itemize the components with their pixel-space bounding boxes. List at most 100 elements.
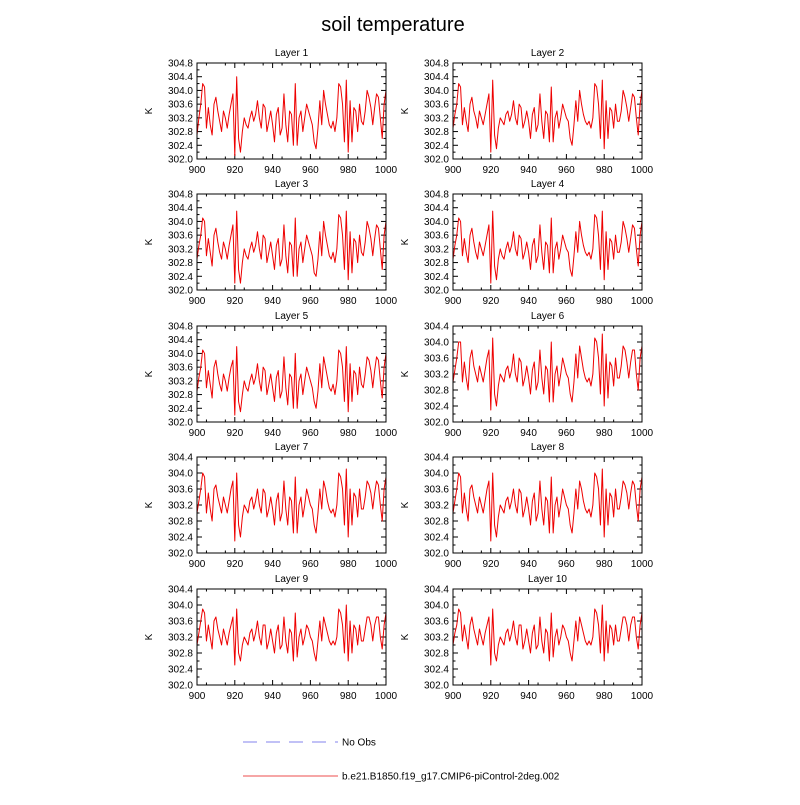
y-tick-label: 302.0 — [424, 418, 449, 429]
x-tick-label: 980 — [340, 428, 357, 439]
y-tick-label: 302.0 — [424, 549, 449, 560]
y-tick-label: 304.4 — [424, 203, 449, 214]
y-axis-label: K — [144, 107, 155, 114]
panel-title: Layer 7 — [275, 442, 309, 453]
y-tick-label: 303.2 — [168, 244, 193, 255]
panel-title: Layer 9 — [275, 574, 309, 585]
legend-label: b.e21.B1850.f19_g17.CMIP6-piControl-2deg… — [342, 772, 560, 783]
series-line-1 — [452, 333, 643, 411]
series-line-1 — [196, 468, 387, 542]
y-tick-label: 303.2 — [168, 113, 193, 124]
y-tick-label: 304.0 — [168, 349, 193, 360]
y-tick-label: 304.4 — [424, 72, 449, 83]
y-tick-label: 302.8 — [168, 517, 193, 528]
panel-title: Layer 6 — [531, 311, 565, 322]
x-tick-label: 980 — [340, 296, 357, 307]
y-axis-label: K — [144, 501, 155, 508]
y-tick-label: 302.8 — [168, 390, 193, 401]
y-tick-label: 302.8 — [424, 649, 449, 660]
y-tick-label: 304.0 — [424, 601, 449, 612]
y-tick-label: 302.4 — [168, 272, 193, 283]
x-tick-label: 960 — [558, 296, 575, 307]
x-tick-label: 940 — [264, 296, 281, 307]
y-tick-label: 302.4 — [424, 141, 449, 152]
y-tick-label: 304.4 — [168, 72, 193, 83]
x-tick-label: 980 — [596, 691, 613, 702]
x-tick-label: 940 — [520, 691, 537, 702]
x-tick-label: 940 — [264, 691, 281, 702]
y-tick-label: 302.8 — [424, 127, 449, 138]
series-line-1 — [452, 79, 643, 153]
series-line-1 — [196, 210, 387, 284]
y-tick-label: 303.6 — [424, 100, 449, 111]
x-tick-label: 920 — [226, 691, 243, 702]
legend: No Obs b.e21.B1850.f19_g17.CMIP6-piContro… — [243, 738, 560, 783]
x-tick-label: 900 — [189, 165, 206, 176]
y-tick-label: 302.0 — [424, 155, 449, 166]
x-tick-label: 940 — [520, 296, 537, 307]
y-tick-label: 302.8 — [424, 258, 449, 269]
x-tick-label: 900 — [189, 296, 206, 307]
y-tick-label: 303.6 — [424, 617, 449, 628]
x-tick-label: 900 — [189, 691, 206, 702]
x-tick-label: 940 — [520, 165, 537, 176]
panel-4: Layer 4 K 302.0 302.4 302.8 303.2 303.6 304.0 30… — [400, 179, 654, 307]
y-tick-label: 303.6 — [168, 617, 193, 628]
y-tick-label: 302.4 — [424, 665, 449, 676]
legend-entry-2: b.e21.B1850.f19_g17.CMIP6-piControl-2deg… — [243, 772, 560, 783]
x-tick-label: 980 — [596, 559, 613, 570]
x-tick-label: 900 — [445, 559, 462, 570]
x-tick-label: 960 — [558, 428, 575, 439]
plot-frame — [196, 193, 387, 291]
series-line-1 — [196, 346, 387, 416]
y-tick-label: 304.0 — [424, 469, 449, 480]
y-tick-label: 303.2 — [424, 501, 449, 512]
x-tick-label: 900 — [445, 691, 462, 702]
x-tick-label: 980 — [340, 165, 357, 176]
y-tick-label: 302.0 — [424, 681, 449, 692]
x-tick-label: 980 — [596, 165, 613, 176]
y-tick-label: 304.4 — [424, 322, 449, 333]
x-tick-label: 920 — [482, 165, 499, 176]
y-tick-label: 304.8 — [424, 59, 449, 70]
panel-title: Layer 5 — [275, 311, 309, 322]
x-tick-label: 1000 — [631, 559, 654, 570]
x-tick-label: 900 — [445, 296, 462, 307]
x-tick-label: 960 — [302, 296, 319, 307]
y-tick-label: 302.8 — [424, 386, 449, 397]
legend-entry-1: No Obs — [243, 738, 376, 749]
x-tick-label: 960 — [302, 428, 319, 439]
y-tick-label: 304.0 — [424, 217, 449, 228]
y-tick-label: 304.4 — [168, 585, 193, 596]
y-tick-label: 304.0 — [168, 217, 193, 228]
x-tick-label: 900 — [445, 428, 462, 439]
y-axis-label: K — [400, 633, 411, 640]
x-tick-label: 1000 — [375, 691, 398, 702]
y-tick-label: 302.4 — [424, 402, 449, 413]
y-tick-label: 302.0 — [168, 549, 193, 560]
y-tick-label: 302.8 — [168, 649, 193, 660]
panel-5: Layer 5 K 302.0 302.4 302.8 303.2 303.6 304.0 30… — [144, 311, 398, 439]
panel-2: Layer 2 K 302.0 302.4 302.8 303.2 303.6 304.0 30… — [400, 48, 654, 176]
x-tick-label: 900 — [189, 559, 206, 570]
y-tick-label: 304.8 — [168, 59, 193, 70]
plot-frame — [452, 325, 643, 423]
x-tick-label: 980 — [340, 691, 357, 702]
x-tick-label: 920 — [226, 559, 243, 570]
panel-title: Layer 10 — [528, 574, 567, 585]
y-tick-label: 304.4 — [168, 453, 193, 464]
x-tick-label: 960 — [558, 691, 575, 702]
y-tick-label: 303.2 — [424, 633, 449, 644]
panel-8: Layer 8 K 302.0 302.4 302.8 303.2 303.6 304.0 30… — [400, 442, 654, 570]
y-tick-label: 304.4 — [424, 453, 449, 464]
y-tick-label: 304.0 — [168, 469, 193, 480]
panel-10: Layer 10 K 302.0 302.4 302.8 303.2 303.6 304.0 3… — [400, 574, 654, 702]
y-tick-label: 303.6 — [168, 485, 193, 496]
page-title: soil temperature — [321, 14, 464, 36]
y-tick-label: 302.4 — [168, 404, 193, 415]
y-axis-label: K — [400, 370, 411, 377]
x-tick-label: 980 — [596, 296, 613, 307]
y-tick-label: 302.4 — [168, 533, 193, 544]
x-tick-label: 960 — [558, 165, 575, 176]
y-tick-label: 302.0 — [168, 286, 193, 297]
